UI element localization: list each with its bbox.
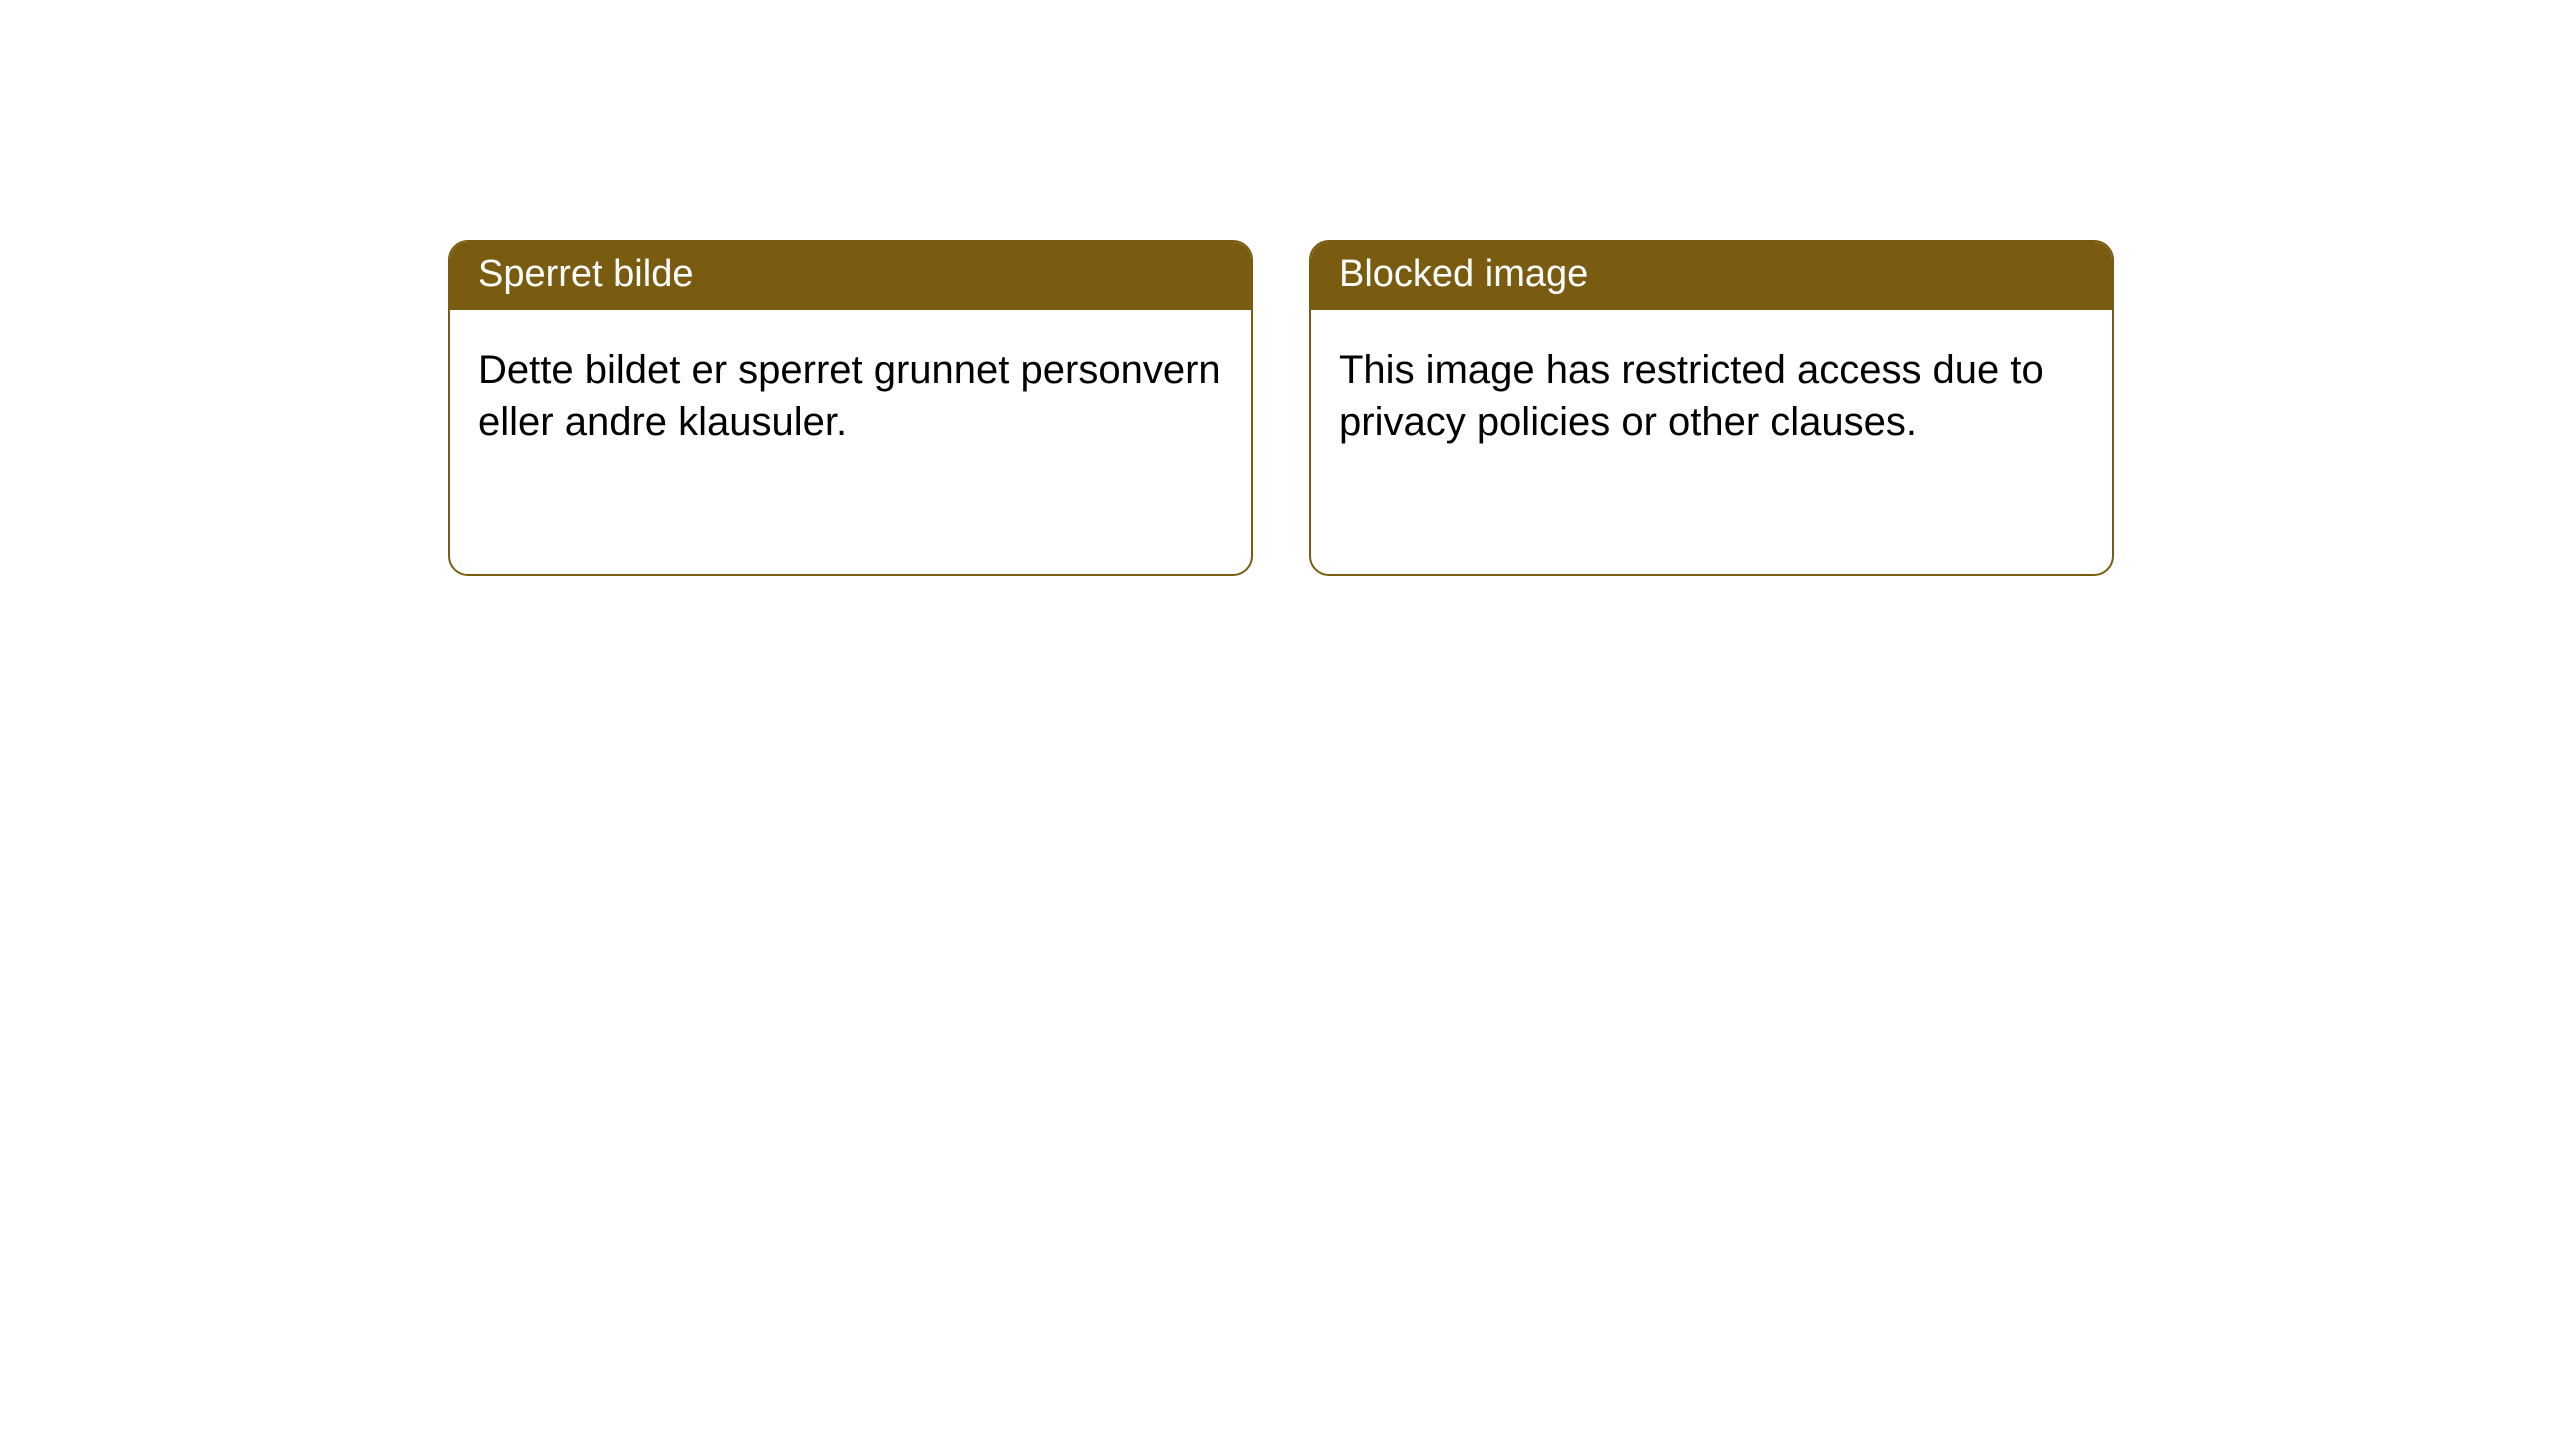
notice-container: Sperret bilde Dette bildet er sperret gr… <box>0 0 2560 576</box>
notice-title-norwegian: Sperret bilde <box>450 242 1251 310</box>
notice-title-english: Blocked image <box>1311 242 2112 310</box>
notice-body-norwegian: Dette bildet er sperret grunnet personve… <box>450 310 1251 482</box>
notice-body-english: This image has restricted access due to … <box>1311 310 2112 482</box>
notice-card-english: Blocked image This image has restricted … <box>1309 240 2114 576</box>
notice-card-norwegian: Sperret bilde Dette bildet er sperret gr… <box>448 240 1253 576</box>
